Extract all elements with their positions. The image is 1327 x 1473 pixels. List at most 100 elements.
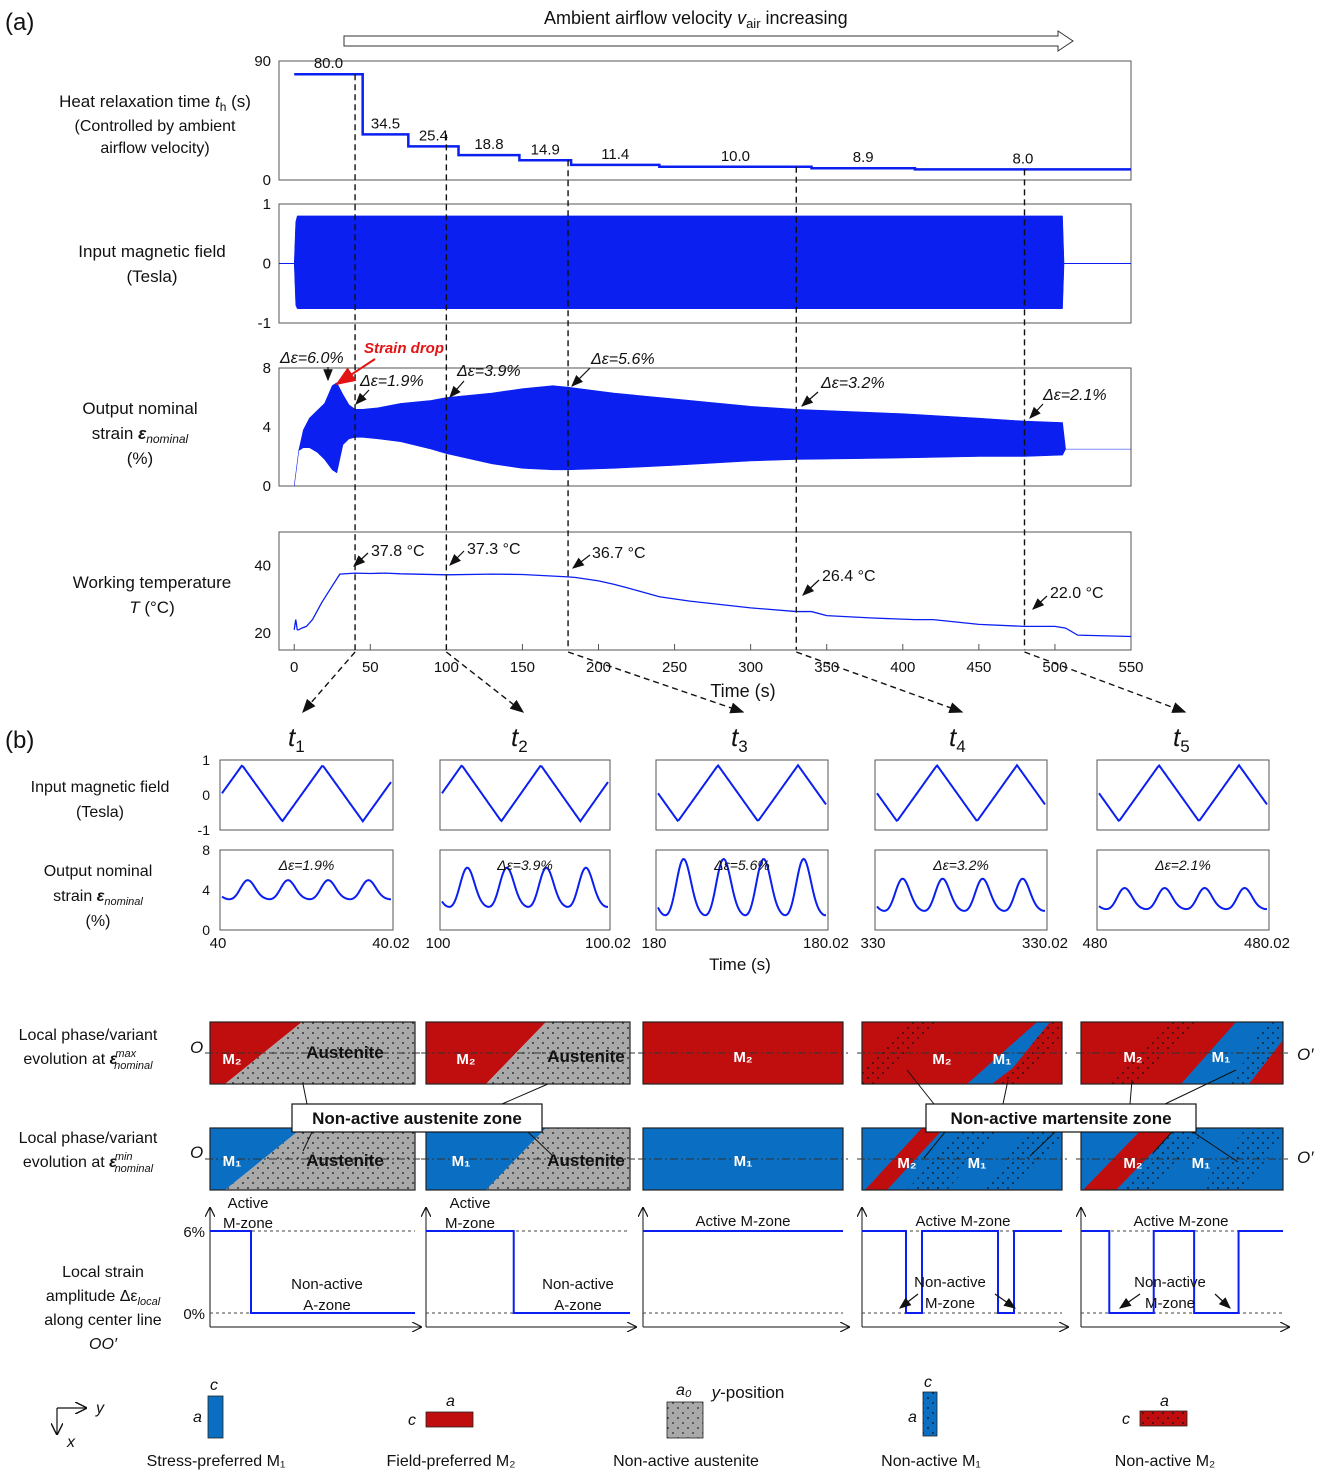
zoom-field-wave [1098, 763, 1268, 823]
time-headings: t1 t2 t3 t4 t5 [288, 722, 1190, 756]
svg-text:y: y [95, 1400, 105, 1417]
svg-text:x: x [66, 1434, 76, 1451]
svg-text:(Tesla): (Tesla) [76, 804, 124, 821]
zoom-strain-amplitude: Δε=2.1% [1154, 857, 1211, 873]
heading-t1: t1 [288, 722, 305, 756]
svg-text:Heat relaxation time th (s): Heat relaxation time th (s) [59, 92, 251, 114]
svg-text:Local strain: Local strain [62, 1264, 144, 1281]
phase-t2-max: M₂ Austenite [421, 1021, 635, 1085]
strain-drop-arrow [335, 358, 376, 386]
non-active-m-zone-label: M-zone [925, 1295, 975, 1312]
time-x-tick: 500 [1042, 659, 1067, 676]
m2-label: M₂ [733, 1049, 752, 1066]
non-active-austenite-text: Non-active austenite zone [312, 1109, 522, 1128]
temp-annotations: 37.8 °C 37.3 °C 36.7 °C 26.4 °C 22.0 °C [353, 541, 1104, 610]
svg-text:a: a [193, 1409, 202, 1426]
strain-annotations: Δε=6.0% Δε=1.9% Δε=3.9% Δε=5.6% Δε=3.2% … [279, 340, 1107, 419]
phase-t3-min: M₁ [638, 1127, 848, 1191]
non-active-martensite-text: Non-active martensite zone [950, 1109, 1171, 1128]
zoom-field-wave [441, 764, 609, 823]
austenite-label: Austenite [547, 1151, 624, 1170]
b-strain-label: Output nominal strain εnominal (%) [44, 863, 153, 930]
m2-band [865, 1128, 944, 1190]
zoom-x-tick-end: 100.02 [585, 935, 631, 952]
zone-arrow [1119, 1293, 1141, 1309]
phase-t5-max: M₂ M₁ [1076, 1021, 1288, 1085]
zoom-field-frame [655, 759, 829, 831]
svg-text:c: c [408, 1412, 416, 1429]
svg-text:strain εnominal: strain εnominal [53, 888, 143, 908]
legend-austenite: a₀ Non-active austenite [613, 1382, 759, 1470]
zoom-field-y-tick: -1 [198, 822, 211, 838]
svg-text:Local phase/variant: Local phase/variant [19, 1027, 158, 1044]
svg-text:along center line: along center line [44, 1312, 162, 1329]
zoom-field-frame [219, 759, 394, 831]
non-active-a-zone-label: A-zone [554, 1297, 602, 1314]
time-axis-label: Time (s) [710, 681, 775, 701]
svg-text:amplitude Δεlocal: amplitude Δεlocal [46, 1288, 161, 1308]
zoom-x-tick-start: 480 [1082, 935, 1107, 952]
non-active-a-zone-label: Non-active [542, 1276, 614, 1293]
strain-anno-3: Δε=5.6% [590, 351, 655, 368]
time-x-tick: 150 [510, 659, 535, 676]
heat-step-label: 18.8 [474, 136, 503, 153]
temp-anno-3: 26.4 °C [822, 568, 876, 585]
zoom-x-tick-start: 180 [641, 935, 666, 952]
strain-y-tick: 0 [263, 478, 271, 495]
local-strain-profile [426, 1230, 630, 1314]
heat-relaxation-step-line [294, 72, 1131, 171]
temp-y-tick: 40 [254, 558, 271, 575]
non-active-m-zone-label: Non-active [1134, 1274, 1206, 1291]
zoom-strain-amplitude: Δε=1.9% [278, 857, 335, 873]
svg-text:(%): (%) [127, 449, 153, 468]
legend-m2: a c Field-preferred M₂ [387, 1393, 516, 1470]
non-active-martensite-callout: Non-active martensite zone [906, 1069, 1239, 1163]
b-time-axis-label: Time (s) [709, 955, 771, 974]
o-prime-label: O′ [1297, 1045, 1314, 1064]
active-zone-label: Active [450, 1195, 491, 1212]
nonactive-m1-band-pattern [1118, 1128, 1211, 1190]
strain-envelope [293, 382, 1131, 487]
svg-text:(%): (%) [86, 913, 111, 930]
svg-text:Field-preferred M₂: Field-preferred M₂ [387, 1453, 516, 1470]
local-strain-profile [862, 1230, 1062, 1314]
o-label: O [190, 1143, 203, 1162]
heat-step-label: 80.0 [314, 55, 343, 72]
active-zone-label: M-zone [223, 1215, 273, 1232]
legend-nonactive-m2: a c Non-active M₂ [1115, 1393, 1215, 1470]
zoom-strain-wave [657, 857, 827, 917]
zoom-strain-frame [874, 849, 1048, 931]
o-prime-label: O′ [1297, 1148, 1314, 1167]
panel-a-label: (a) [5, 9, 34, 36]
time-x-tick: 100 [434, 659, 459, 676]
anno-arrow-2 [449, 380, 465, 398]
heat-step-label: 10.0 [721, 148, 750, 165]
non-active-a-zone-label: Non-active [291, 1276, 363, 1293]
austenite-label: Austenite [306, 1151, 383, 1170]
t-arrow-2 [572, 554, 591, 569]
svg-text:a: a [908, 1409, 917, 1426]
zoom-x-tick-end: 330.02 [1022, 935, 1068, 952]
phase-max-label: Local phase/variant evolution at εmax nom… [19, 1027, 158, 1072]
legend-m1: c a Stress-preferred M₁ [147, 1377, 286, 1470]
phase-t1-max: M₂ Austenite [205, 1021, 420, 1085]
svg-text:OO′: OO′ [89, 1336, 118, 1353]
temp-anno-4: 22.0 °C [1050, 585, 1104, 602]
time-x-tick: 400 [890, 659, 915, 676]
austenite-region-pattern [486, 1022, 630, 1084]
t-arrow-4 [1032, 595, 1048, 610]
m2-label: M₂ [1123, 1049, 1142, 1066]
phase-min-label: Local phase/variant evolution at εmin nom… [19, 1130, 158, 1175]
zoom-field-frame [439, 759, 611, 831]
zoom-field-wave [221, 764, 392, 823]
time-x-tick: 0 [290, 659, 298, 676]
magnetic-field-envelope [293, 215, 1065, 309]
strain-plot-frame [278, 367, 1132, 487]
time-x-tick: 450 [966, 659, 991, 676]
zoom-x-tick-end: 40.02 [372, 935, 410, 952]
profile-y-tick: 6% [183, 1224, 205, 1241]
svg-text:c: c [1122, 1411, 1130, 1428]
